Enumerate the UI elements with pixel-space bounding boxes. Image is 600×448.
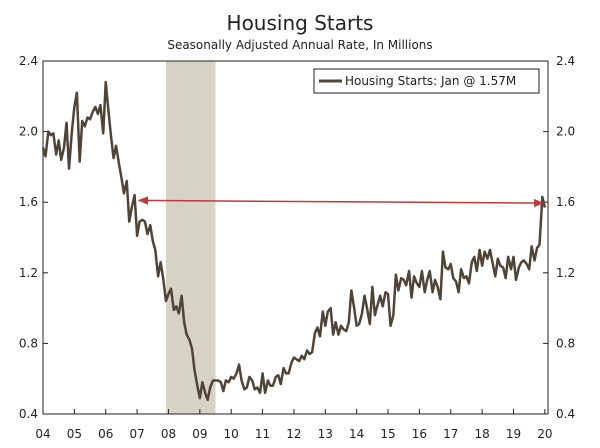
x-tick-label: 19 xyxy=(506,427,521,441)
legend-label: Housing Starts: Jan @ 1.57M xyxy=(345,74,516,88)
x-tick-label: 12 xyxy=(286,427,301,441)
chart-subtitle: Seasonally Adjusted Annual Rate, In Mill… xyxy=(167,38,432,52)
x-tick-label: 18 xyxy=(474,427,489,441)
y-tick-label-right: 1.2 xyxy=(556,266,575,280)
reference-arrow xyxy=(137,196,545,208)
x-tick-label: 04 xyxy=(35,427,50,441)
recession-band xyxy=(165,61,216,414)
x-tick-label: 20 xyxy=(537,427,552,441)
x-tick-label: 11 xyxy=(255,427,270,441)
y-tick-label-left: 1.6 xyxy=(19,195,38,209)
x-tick-label: 16 xyxy=(412,427,427,441)
x-tick-label: 13 xyxy=(318,427,333,441)
y-tick-label-left: 2.4 xyxy=(19,54,38,68)
series-line-housing-starts xyxy=(41,80,547,402)
y-tick-label-left: 2.0 xyxy=(19,125,38,139)
y-tick-label-left: 0.4 xyxy=(19,407,38,421)
x-tick-label: 14 xyxy=(349,427,364,441)
x-tick-label: 09 xyxy=(192,427,207,441)
x-tick-label: 15 xyxy=(380,427,395,441)
x-tick-label: 17 xyxy=(443,427,458,441)
legend-box xyxy=(313,68,540,94)
x-tick-label: 08 xyxy=(161,427,176,441)
y-tick-label-left: 0.8 xyxy=(19,336,38,350)
y-tick-label-right: 2.0 xyxy=(556,125,575,139)
plot-frame xyxy=(42,60,549,415)
y-tick-label-left: 1.2 xyxy=(19,266,38,280)
x-tick-label: 05 xyxy=(67,427,82,441)
chart-title: Housing Starts xyxy=(227,11,374,35)
x-tick-label: 10 xyxy=(224,427,239,441)
y-tick-label-right: 0.8 xyxy=(556,336,575,350)
legend: Housing Starts: Jan @ 1.57M xyxy=(313,68,540,94)
x-tick-label: 06 xyxy=(98,427,113,441)
y-tick-label-right: 0.4 xyxy=(556,407,575,421)
y-tick-label-right: 1.6 xyxy=(556,195,575,209)
y-tick-label-right: 2.4 xyxy=(556,54,575,68)
x-tick-label: 07 xyxy=(129,427,144,441)
